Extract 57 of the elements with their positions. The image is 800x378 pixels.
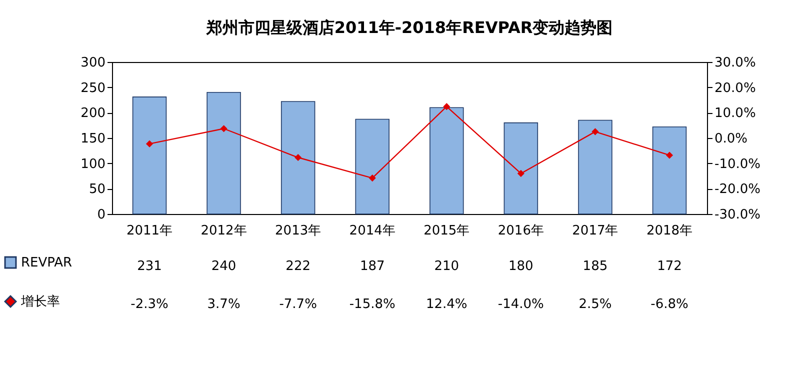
bar xyxy=(355,118,390,214)
y2-tick-label: 20.0% xyxy=(714,80,756,96)
y-tick-label: 250 xyxy=(80,80,106,96)
bar xyxy=(652,126,687,214)
data-label: 210 xyxy=(434,259,460,274)
data-label: 187 xyxy=(360,259,385,274)
data-label: -15.8% xyxy=(349,297,396,312)
bar xyxy=(578,120,612,214)
bar xyxy=(280,101,316,214)
y2-tick-label: -20.0% xyxy=(714,182,760,198)
data-label: 222 xyxy=(286,259,310,274)
data-label: -2.3% xyxy=(130,297,168,312)
data-label: 231 xyxy=(137,259,162,274)
x-tick-label: 2013年 xyxy=(275,224,322,238)
data-label: 2.5% xyxy=(578,297,612,312)
y-tick-label: 150 xyxy=(80,132,106,146)
y2-tick-label: 10.0% xyxy=(714,106,756,122)
data-label: 172 xyxy=(657,259,682,274)
data-label: -14.0% xyxy=(498,297,544,312)
data-label: -7.7% xyxy=(279,297,317,312)
x-tick-label: 2012年 xyxy=(200,224,247,238)
x-tick-label: 2017年 xyxy=(572,224,618,238)
bar xyxy=(132,96,167,214)
x-tick-label: 2016年 xyxy=(498,224,544,238)
y-tick-label: 100 xyxy=(80,156,106,172)
point xyxy=(146,140,154,148)
point xyxy=(368,174,376,182)
data-label: 3.7% xyxy=(207,297,240,312)
data-label: 240 xyxy=(211,259,236,274)
data-label: 12.4% xyxy=(426,297,468,312)
point xyxy=(517,170,524,178)
legend-label: REVPAR xyxy=(21,256,72,270)
y2-tick-label: 0.0% xyxy=(714,132,748,146)
data-label: 180 xyxy=(508,259,534,274)
point xyxy=(666,152,674,159)
y2-tick-label: -10.0% xyxy=(714,156,760,172)
bar xyxy=(504,122,538,214)
legend-label: 增长率 xyxy=(20,294,60,310)
point xyxy=(592,128,599,136)
y-tick-label: 200 xyxy=(80,106,106,122)
data-label: 185 xyxy=(582,259,608,274)
y-tick-label: 50 xyxy=(88,182,106,198)
x-tick-label: 2011年 xyxy=(126,224,173,238)
y2-tick-label: -30.0% xyxy=(714,208,760,222)
point xyxy=(443,103,450,110)
x-tick-label: 2018年 xyxy=(646,224,693,238)
data-label: -6.8% xyxy=(650,297,688,312)
x-tick-label: 2015年 xyxy=(424,224,470,238)
bar xyxy=(430,107,464,214)
y-tick-label: 300 xyxy=(80,56,106,70)
point xyxy=(294,154,302,162)
x-tick-label: 2014年 xyxy=(349,224,396,238)
point xyxy=(220,125,228,132)
chart-title: 郑州市四星级酒店2011年-2018年REVPAR变动趋势图 xyxy=(205,18,613,37)
y2-tick-label: 30.0% xyxy=(714,56,756,70)
bar xyxy=(206,92,241,214)
y-tick-label: 0 xyxy=(97,208,106,222)
